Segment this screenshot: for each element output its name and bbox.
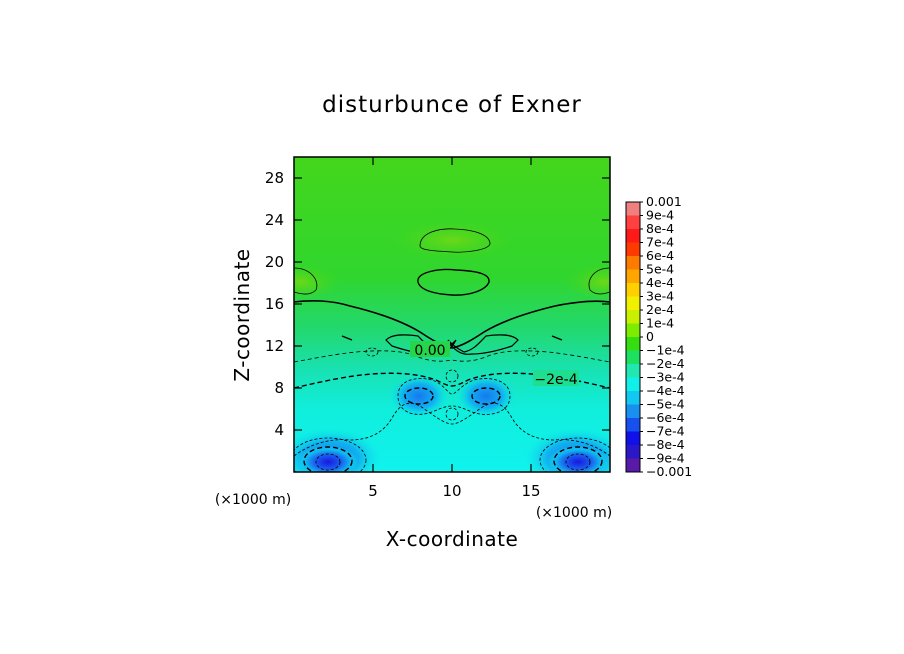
blue-mid-right [456, 374, 516, 418]
x-tick-label: 15 [521, 482, 540, 500]
colorbar-label: −0.001 [646, 464, 692, 479]
contour-line-small-d [445, 407, 459, 421]
colorbar-label: 7e-4 [646, 235, 674, 250]
contour-line-low-right-2 [553, 446, 603, 472]
contour-line-low-left-2 [303, 446, 353, 472]
colorbar-label: −4e-4 [646, 383, 685, 398]
colorbar-swatch [626, 431, 640, 446]
colorbar-label: −1e-4 [646, 343, 685, 358]
colorbar-swatch [626, 445, 640, 459]
contour-line-small-c [445, 369, 459, 383]
colorbar-swatch [626, 364, 640, 378]
green-blob-left [294, 264, 340, 300]
contour-line-mid-right-inner [471, 387, 501, 405]
contour-line-small-b [525, 347, 539, 357]
colorbar-swatch [626, 256, 640, 270]
contour-line-left-lobe [294, 267, 318, 295]
contour-line-low-left-3 [315, 453, 341, 471]
contour-line-right-lobe [588, 267, 610, 295]
colorbar-swatch [626, 377, 640, 392]
chart-title: disturbunce of Exner [322, 92, 582, 118]
colorbar-swatch [626, 229, 640, 243]
colorbar-label: 1e-4 [646, 316, 674, 331]
contour-line-dot-right [551, 335, 563, 341]
contour-line-mid-left-inner [404, 387, 434, 405]
blue-low-left [298, 446, 358, 472]
y-tick-label: 12 [265, 337, 284, 355]
colorbar-label: −9e-4 [646, 451, 685, 466]
colorbar-label: 8e-4 [646, 221, 674, 236]
blue-low-right [548, 446, 608, 472]
y-tick-label: 4 [274, 421, 284, 439]
colorbar-swatch [626, 269, 640, 284]
x-axis-label: X-coordinate [386, 527, 519, 551]
colorbar-label: −2e-4 [646, 356, 685, 371]
colorbar-label: 0.001 [646, 194, 682, 209]
colorbar-label: 5e-4 [646, 262, 674, 277]
contour-line-lower-wave [294, 402, 610, 457]
colorbar-swatch [626, 391, 640, 405]
colorbar-swatch [626, 310, 640, 324]
contour-line-dashed-2 [294, 372, 610, 389]
contour-field: 0.00 −2e-4 [294, 157, 610, 472]
contour-label-neg2: −2e-4 [534, 372, 577, 388]
colorbar-swatch [626, 283, 640, 297]
y-tick-label: 28 [265, 169, 284, 187]
colorbar-label: −8e-4 [646, 437, 685, 452]
colorbar-swatch [626, 202, 640, 216]
colorbar-label: 3e-4 [646, 289, 674, 304]
colorbar-label: −6e-4 [646, 410, 685, 425]
colorbar-swatch [626, 215, 640, 230]
colorbar-label: 6e-4 [646, 248, 674, 263]
colorbar-swatch [626, 458, 640, 473]
contour-label-bg-neg2 [533, 370, 579, 386]
x-unit-label: (×1000 m) [536, 505, 612, 521]
contour-line-top-2 [417, 268, 490, 296]
y-tick-label: 8 [274, 379, 284, 397]
contour-line-dot-left [341, 335, 353, 341]
y-tick-label: 24 [265, 211, 284, 229]
colorbar: 0.0019e-48e-47e-46e-45e-44e-43e-42e-41e-… [625, 194, 692, 479]
green-blob-top [392, 220, 512, 260]
y-tick-label: 20 [265, 253, 284, 271]
contour-label-bg-zero [410, 341, 450, 357]
colorbar-swatch [626, 323, 640, 338]
colorbar-swatch [626, 337, 640, 351]
contour-line-top-1 [419, 228, 491, 253]
contour-line-low-right-3 [565, 453, 591, 471]
contour-line-low-left-1 [294, 437, 367, 472]
contour-line-low-right-1 [539, 437, 610, 472]
y-unit-label: (×1000 m) [215, 492, 291, 508]
contour-line-small-a [365, 347, 379, 357]
y-tick-label: 16 [265, 295, 284, 313]
colorbar-swatch [626, 242, 640, 257]
colorbar-label: −5e-4 [646, 397, 685, 412]
green-blob-right [564, 264, 610, 300]
y-axis-label: Z-coordinate [230, 248, 254, 381]
colorbar-label: 2e-4 [646, 302, 674, 317]
colorbar-label: 0 [646, 329, 654, 344]
colorbar-label: 4e-4 [646, 275, 674, 290]
contour-label-zero: 0.00 [414, 343, 445, 359]
colorbar-label: −3e-4 [646, 370, 685, 385]
colorbar-swatch [626, 296, 640, 311]
x-tick-label: 5 [368, 482, 378, 500]
contour-line-zero-wing-right [447, 334, 519, 355]
blue-mid-left [389, 374, 449, 418]
colorbar-label: −7e-4 [646, 424, 685, 439]
colorbar-swatch [626, 350, 640, 365]
field-background [294, 157, 610, 472]
colorbar-swatch [626, 404, 640, 419]
colorbar-label: 9e-4 [646, 208, 674, 223]
axis-ticks: 5 10 15 4 8 12 16 20 24 28 [265, 157, 610, 500]
colorbar-swatch [626, 418, 640, 432]
contour-line-zero [294, 300, 610, 349]
x-tick-label: 10 [442, 482, 461, 500]
